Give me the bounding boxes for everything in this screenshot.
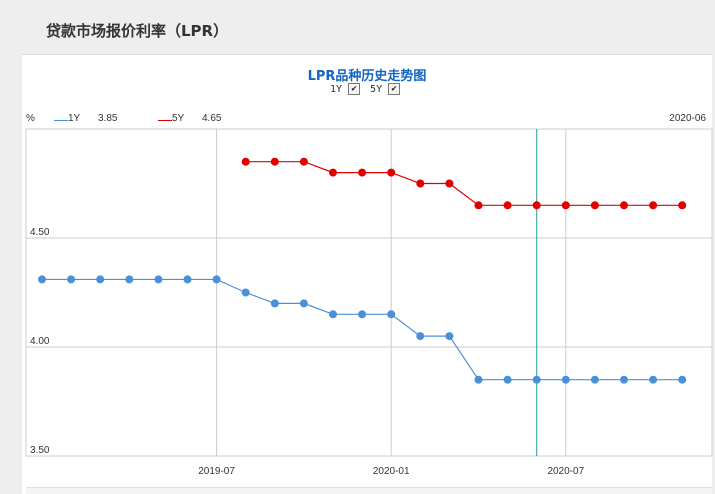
data-point-5y[interactable] — [620, 201, 628, 210]
data-point-1y[interactable] — [387, 310, 396, 319]
plot-frame — [25, 128, 713, 457]
data-point-5y[interactable] — [387, 168, 396, 177]
cursor-date-label: 2020-06 — [669, 113, 706, 124]
data-point-1y[interactable] — [329, 310, 337, 319]
section-title: 贷款市场报价利率（LPR） — [46, 22, 229, 40]
data-point-5y[interactable] — [561, 201, 570, 210]
legend-5y-swatch — [158, 120, 172, 121]
data-point-5y[interactable] — [532, 201, 541, 210]
data-point-1y[interactable] — [38, 275, 46, 284]
data-point-1y[interactable] — [67, 275, 76, 284]
data-point-1y[interactable] — [503, 375, 512, 384]
data-point-1y[interactable] — [590, 375, 599, 384]
data-point-1y[interactable] — [241, 288, 250, 297]
data-point-1y[interactable] — [299, 299, 308, 308]
data-point-1y[interactable] — [416, 332, 425, 341]
y-tick-label: 3.50 — [30, 445, 50, 456]
data-point-1y[interactable] — [532, 375, 541, 384]
data-point-5y[interactable] — [416, 179, 425, 188]
toggle-1y-label: 1Y — [330, 83, 343, 95]
series-line-1y — [42, 278, 683, 381]
legend-5y-value: 4.65 — [202, 113, 222, 124]
data-point-5y[interactable] — [445, 179, 454, 188]
data-point-1y[interactable] — [270, 299, 279, 308]
toggle-5y-checkbox[interactable]: ✔ — [388, 83, 401, 95]
data-point-5y[interactable] — [329, 168, 337, 177]
data-point-1y[interactable] — [125, 275, 134, 284]
legend-row: % 1Y 3.85 5Y 4.65 2020-06 — [22, 113, 712, 127]
data-point-1y[interactable] — [154, 275, 163, 284]
series-line-5y — [245, 161, 683, 206]
data-point-1y[interactable] — [620, 375, 628, 384]
data-point-5y[interactable] — [649, 201, 658, 210]
data-point-1y[interactable] — [678, 375, 687, 384]
data-point-5y[interactable] — [474, 201, 483, 210]
data-point-5y[interactable] — [503, 201, 512, 210]
data-point-5y[interactable] — [299, 157, 308, 166]
data-point-1y[interactable] — [445, 332, 454, 341]
data-point-5y[interactable] — [590, 201, 599, 210]
data-point-5y[interactable] — [270, 157, 279, 166]
legend-1y-name: 1Y — [68, 113, 81, 124]
data-point-1y[interactable] — [358, 310, 367, 319]
series-toggles: 1Y ✔ 5Y ✔ — [330, 83, 408, 95]
chart-card: LPR品种历史走势图 1Y ✔ 5Y ✔ % 1Y 3.85 5Y 4.65 2… — [22, 54, 712, 494]
toggle-1y-checkbox[interactable]: ✔ — [348, 83, 361, 95]
bottom-strip — [26, 487, 712, 494]
legend-5y-name: 5Y — [172, 113, 185, 124]
chart-title: LPR品种历史走势图 — [307, 69, 427, 84]
x-tick-label: 2019-07 — [198, 466, 235, 477]
data-point-1y[interactable] — [212, 275, 221, 284]
x-tick-label: 2020-07 — [547, 466, 584, 477]
y-tick-label: 4.00 — [30, 336, 50, 347]
data-point-1y[interactable] — [96, 275, 105, 284]
unit-label: % — [26, 113, 35, 124]
data-point-1y[interactable] — [561, 375, 570, 384]
data-point-1y[interactable] — [649, 375, 658, 384]
data-point-5y[interactable] — [678, 201, 687, 210]
y-tick-label: 4.50 — [30, 227, 50, 238]
data-point-5y[interactable] — [358, 168, 367, 177]
x-tick-label: 2020-01 — [373, 466, 410, 477]
data-point-1y[interactable] — [183, 275, 192, 284]
legend-1y-swatch — [54, 120, 68, 121]
data-point-5y[interactable] — [241, 157, 250, 166]
toggle-5y-label: 5Y — [370, 83, 383, 95]
data-point-1y[interactable] — [474, 375, 483, 384]
legend-1y-value: 3.85 — [98, 113, 118, 124]
